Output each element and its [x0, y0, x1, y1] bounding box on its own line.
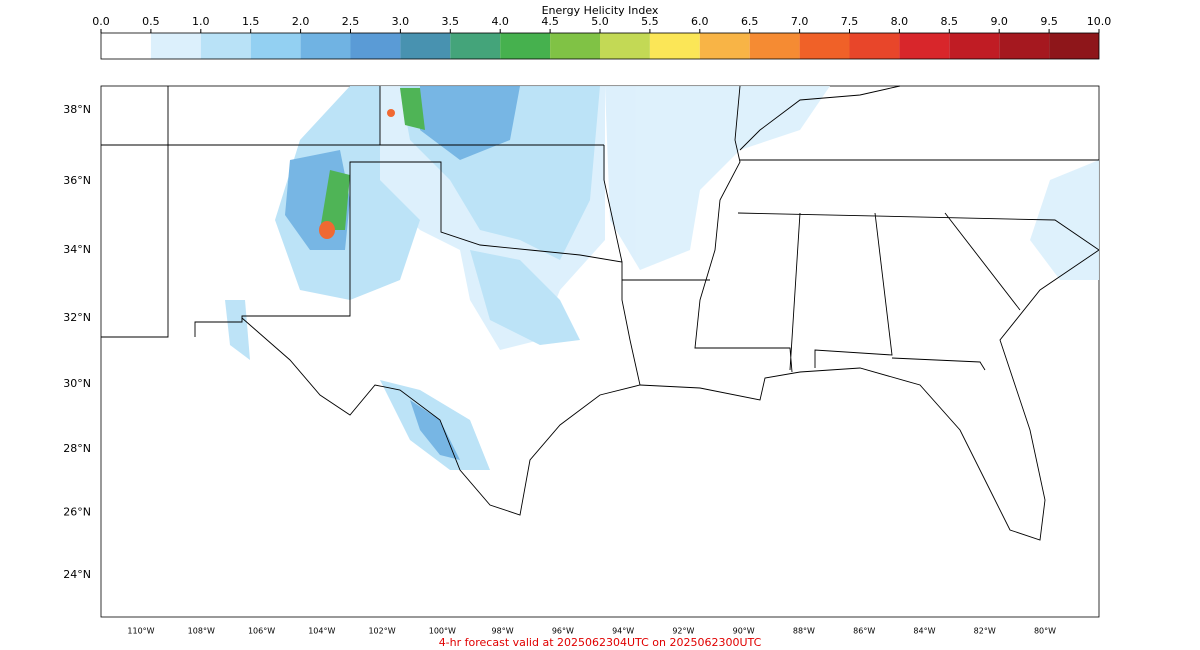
colorbar-tick-label: 1.0	[192, 15, 210, 28]
lat-label: 28°N	[63, 442, 91, 455]
colorbar-tick-label: 7.5	[841, 15, 859, 28]
colorbar-tick-label: 2.0	[292, 15, 310, 28]
colorbar-tick-label: 9.5	[1040, 15, 1058, 28]
lon-label: 84°W	[913, 627, 935, 636]
lon-label: 110°W	[127, 627, 154, 636]
colorbar-bin	[400, 33, 451, 59]
boundaries	[101, 85, 1100, 541]
colorbar-title: Energy Helicity Index	[542, 4, 659, 17]
colorbar-tick-label: 5.0	[591, 15, 609, 28]
colorbar-tick-label: 0.5	[142, 15, 160, 28]
colorbar-tick-label: 4.0	[491, 15, 509, 28]
lat-label: 24°N	[63, 568, 91, 581]
field-shading	[225, 86, 1099, 470]
lon-label: 88°W	[793, 627, 815, 636]
colorbar-bin	[500, 33, 551, 59]
colorbar-bin	[649, 33, 700, 59]
colorbar-bin	[450, 33, 501, 59]
lon-labels: 110°W 108°W 106°W 104°W 102°W 100°W 98°W 96°W 94…	[127, 627, 1056, 636]
colorbar-bin	[550, 33, 600, 59]
colorbar-tick-label: 6.0	[691, 15, 709, 28]
lon-label: 106°W	[248, 627, 275, 636]
lat-labels: 38°N 36°N 34°N 32°N 30°N 28°N 26°N 24°N	[63, 103, 91, 581]
colorbar-tick-label: 4.5	[541, 15, 559, 28]
colorbar-bin	[699, 33, 750, 59]
colorbar-tick-label: 5.5	[641, 15, 659, 28]
lat-label: 38°N	[63, 103, 91, 116]
colorbar-bin	[350, 33, 401, 59]
colorbar-tick-label: 0.0	[92, 15, 110, 28]
colorbar-bin	[949, 33, 1000, 59]
colorbar-bin	[250, 33, 301, 59]
lat-label: 26°N	[63, 505, 91, 518]
lon-label: 94°W	[612, 627, 634, 636]
colorbar-tick-label: 7.0	[791, 15, 809, 28]
colorbar-tick-label: 1.5	[242, 15, 260, 28]
colorbar-tick-label: 10.0	[1087, 15, 1112, 28]
colorbar-bin	[600, 33, 650, 59]
colorbar: 0.0 0.5 1.0 1.5 2.0 2.5 3.0 3.5 4.0 4.5 5.0 5.5 6.0 6…	[92, 15, 1112, 60]
lat-label: 30°N	[63, 377, 91, 390]
lon-label: 90°W	[733, 627, 755, 636]
lon-label: 92°W	[672, 627, 694, 636]
footer: 4-hr forecast valid at 2025062304UTC on …	[439, 636, 762, 649]
lat-label: 34°N	[63, 243, 91, 256]
lon-label: 108°W	[188, 627, 215, 636]
lon-label: 98°W	[492, 627, 514, 636]
lon-label: 102°W	[368, 627, 395, 636]
lat-label: 32°N	[63, 311, 91, 324]
colorbar-bin	[999, 33, 1050, 59]
colorbar-tick-label: 3.0	[392, 15, 410, 28]
lon-label: 96°W	[552, 627, 574, 636]
lon-label: 86°W	[853, 627, 875, 636]
colorbar-bin	[749, 33, 800, 59]
colorbar-tick-label: 8.0	[891, 15, 909, 28]
colorbar-bin	[300, 33, 351, 59]
colorbar-bin	[200, 33, 251, 59]
map-panel	[100, 85, 1100, 618]
colorbar-tick-label: 3.5	[442, 15, 460, 28]
colorbar-tick-label: 2.5	[342, 15, 360, 28]
colorbar-tick-label: 6.5	[741, 15, 759, 28]
lon-label: 80°W	[1034, 627, 1056, 636]
lon-label: 104°W	[308, 627, 335, 636]
colorbar-bin	[899, 33, 950, 59]
colorbar-tick-label: 8.5	[941, 15, 959, 28]
colorbar-tick-label: 9.0	[990, 15, 1008, 28]
colorbar-bin	[849, 33, 900, 59]
lat-label: 36°N	[63, 174, 91, 187]
lon-label: 100°W	[429, 627, 456, 636]
colorbar-bin	[1049, 33, 1099, 59]
lon-label: 82°W	[974, 627, 996, 636]
colorbar-bin	[799, 33, 850, 59]
colorbar-bin	[101, 33, 151, 59]
colorbar-bin	[150, 33, 201, 59]
